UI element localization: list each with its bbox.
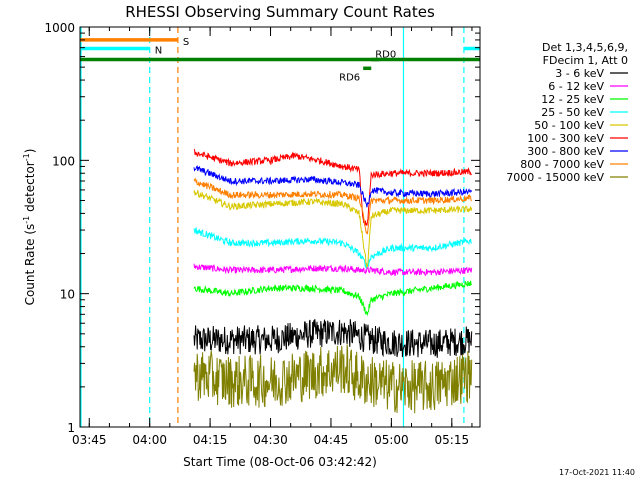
plot-frame (79, 26, 481, 428)
y-tick-label: 100 (52, 154, 75, 168)
legend-entry: 50 - 100 keV (534, 119, 604, 132)
legend-entry: 300 - 800 keV (527, 145, 604, 158)
series-line (193, 280, 472, 317)
y-axis-label-sup: -1 (22, 153, 31, 161)
observing-segments: S N RD0 RD6 (80, 37, 480, 83)
y-tick-label: 1 (67, 421, 75, 435)
chart-title: RHESSI Observing Summary Count Rates (125, 3, 435, 21)
series-lines (193, 148, 473, 414)
segment-label: S (183, 37, 189, 48)
y-axis-label-part: Count Rate (s (23, 224, 37, 306)
timestamp: 17-Oct-2021 11:40 (559, 468, 635, 477)
series-line (193, 165, 473, 208)
x-tick-label: 04:15 (193, 433, 228, 447)
series-line (193, 226, 473, 270)
x-tick-label: 03:45 (72, 433, 107, 447)
series-line (193, 148, 472, 226)
x-tick-label: 04:00 (132, 433, 167, 447)
segment-label: RD0 (375, 50, 396, 61)
x-tick-label: 05:15 (435, 433, 470, 447)
y-axis-label-part: ) (23, 149, 37, 154)
time-markers (80, 27, 465, 427)
legend-entry: 12 - 25 keV (541, 93, 604, 106)
segment-label: RD6 (339, 72, 360, 83)
y-axis: 1 10 100 1000 (44, 21, 480, 435)
segment-label: N (155, 45, 162, 56)
legend: Det 1,3,4,5,6,9,FDecim 1, Att 03 - 6 keV… (506, 41, 628, 184)
legend-entry: 800 - 7000 keV (520, 158, 604, 171)
legend-header: Det 1,3,4,5,6,9, (542, 41, 628, 54)
legend-entry: 25 - 50 keV (541, 106, 604, 119)
x-axis-label: Start Time (08-Oct-06 03:42:42) (183, 455, 377, 469)
y-axis-label-part: detector (23, 161, 37, 216)
series-line (193, 190, 473, 268)
series-line (193, 319, 473, 358)
series-line (193, 263, 473, 277)
legend-entry: 3 - 6 keV (555, 67, 604, 80)
x-tick-label: 04:30 (253, 433, 288, 447)
series-line (193, 344, 473, 414)
legend-header: FDecim 1, Att 0 (543, 54, 628, 67)
series-line (193, 176, 472, 235)
legend-entry: 6 - 12 keV (548, 80, 604, 93)
x-tick-label: 05:00 (374, 433, 409, 447)
y-axis-label-sup: -1 (22, 216, 31, 224)
y-tick-label: 10 (60, 288, 75, 302)
y-tick-label: 1000 (44, 21, 75, 35)
y-axis-label: Count Rate (s-1 detector-1) (22, 149, 37, 306)
x-axis: 03:45 04:00 04:15 04:30 04:45 05:00 05:15 (72, 27, 473, 447)
legend-entry: 100 - 300 keV (527, 132, 604, 145)
x-tick-label: 04:45 (314, 433, 349, 447)
legend-entry: 7000 - 15000 keV (506, 171, 604, 184)
